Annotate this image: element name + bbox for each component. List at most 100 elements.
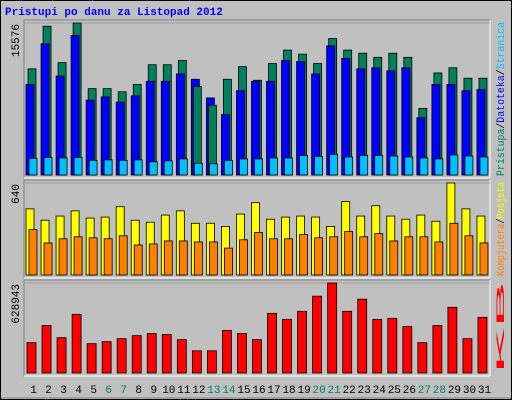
bar bbox=[434, 241, 444, 276]
bar bbox=[43, 157, 53, 176]
x-tick-label: 25 bbox=[388, 385, 401, 397]
x-tick-label: 8 bbox=[135, 385, 142, 397]
bar bbox=[344, 231, 354, 276]
bar bbox=[28, 229, 38, 276]
bar bbox=[447, 306, 458, 374]
y-max-label: 640 bbox=[11, 184, 23, 204]
bar bbox=[88, 159, 98, 176]
bar bbox=[133, 244, 143, 276]
bar bbox=[28, 158, 38, 176]
x-tick-label: 26 bbox=[403, 385, 416, 397]
bar bbox=[282, 318, 292, 374]
bar bbox=[387, 317, 398, 374]
legend-entry: Posjeta bbox=[496, 182, 508, 219]
bar bbox=[299, 155, 308, 176]
bar bbox=[299, 234, 308, 276]
bar bbox=[101, 341, 112, 374]
bar bbox=[161, 334, 172, 374]
y-max-label: 628943 bbox=[11, 284, 23, 324]
bar bbox=[224, 159, 233, 176]
x-tick-label: 19 bbox=[297, 385, 310, 397]
bar bbox=[359, 236, 369, 276]
x-tick-label: 14 bbox=[222, 385, 236, 397]
bar bbox=[254, 232, 263, 276]
x-tick-label: 22 bbox=[343, 385, 356, 397]
bar bbox=[269, 157, 278, 176]
legend: KB bbox=[496, 279, 508, 374]
bar bbox=[116, 338, 127, 374]
bar bbox=[342, 310, 353, 374]
bar bbox=[312, 295, 323, 374]
legend-separator: / bbox=[496, 123, 508, 129]
bar bbox=[374, 155, 384, 176]
bar bbox=[176, 339, 187, 374]
bar bbox=[404, 236, 414, 276]
bar bbox=[327, 282, 338, 374]
bar bbox=[88, 237, 98, 276]
legend-separator: / bbox=[496, 69, 508, 75]
legend-entry: Pristupa bbox=[496, 128, 508, 176]
x-tick-label: 17 bbox=[267, 385, 280, 397]
bar bbox=[297, 310, 307, 374]
bar bbox=[148, 243, 158, 276]
bar bbox=[254, 158, 263, 176]
bar bbox=[464, 235, 474, 276]
bar bbox=[237, 333, 247, 374]
bar bbox=[193, 241, 203, 276]
legend-entry: Kompjutera bbox=[496, 223, 508, 276]
bar bbox=[449, 222, 459, 276]
legend-entry: KB bbox=[496, 279, 508, 374]
bar bbox=[432, 325, 443, 374]
legend-entry: Datoteka bbox=[496, 75, 508, 123]
bar bbox=[178, 240, 188, 276]
bar bbox=[284, 157, 293, 176]
bar bbox=[192, 86, 202, 176]
bar bbox=[477, 316, 488, 374]
bar bbox=[178, 158, 188, 176]
legend-separator: / bbox=[496, 219, 508, 224]
bar bbox=[191, 350, 202, 374]
bar bbox=[56, 337, 67, 374]
legend-entry: Stranica bbox=[496, 22, 508, 70]
bar bbox=[479, 242, 489, 276]
bar bbox=[103, 238, 113, 276]
bar bbox=[26, 342, 37, 374]
bar bbox=[208, 241, 218, 276]
y-max-label: 15576 bbox=[11, 24, 23, 57]
bar bbox=[314, 237, 324, 276]
x-tick-label: 9 bbox=[150, 385, 157, 397]
bar bbox=[163, 160, 173, 176]
bar bbox=[434, 158, 444, 176]
bar bbox=[131, 335, 142, 374]
bar bbox=[71, 313, 82, 374]
x-tick-label: 11 bbox=[177, 385, 191, 397]
x-tick-label: 5 bbox=[90, 385, 97, 397]
bar bbox=[417, 342, 428, 374]
x-tick-label: 30 bbox=[463, 385, 476, 397]
bar bbox=[239, 158, 248, 176]
bar bbox=[284, 238, 293, 276]
bar bbox=[252, 339, 262, 374]
bar bbox=[103, 159, 113, 176]
x-tick-label: 2 bbox=[45, 385, 52, 397]
x-tick-label: 20 bbox=[313, 385, 326, 397]
bar bbox=[239, 239, 248, 276]
bar bbox=[314, 156, 324, 176]
legend: Pristupa/Datoteka/Stranica bbox=[496, 22, 508, 176]
bar bbox=[329, 154, 339, 176]
bar bbox=[402, 326, 413, 374]
bar bbox=[86, 343, 97, 374]
bar bbox=[118, 235, 128, 276]
x-tick-label: 23 bbox=[358, 385, 371, 397]
bar bbox=[329, 236, 339, 276]
bar bbox=[118, 159, 128, 176]
bar bbox=[133, 159, 143, 176]
x-tick-label: 6 bbox=[105, 385, 112, 397]
x-tick-label: 18 bbox=[282, 385, 295, 397]
bar bbox=[389, 155, 399, 176]
bar bbox=[419, 157, 429, 176]
bar bbox=[479, 156, 489, 176]
x-tick-label: 1 bbox=[30, 385, 37, 397]
x-tick-label: 15 bbox=[237, 385, 250, 397]
bar bbox=[40, 43, 50, 176]
